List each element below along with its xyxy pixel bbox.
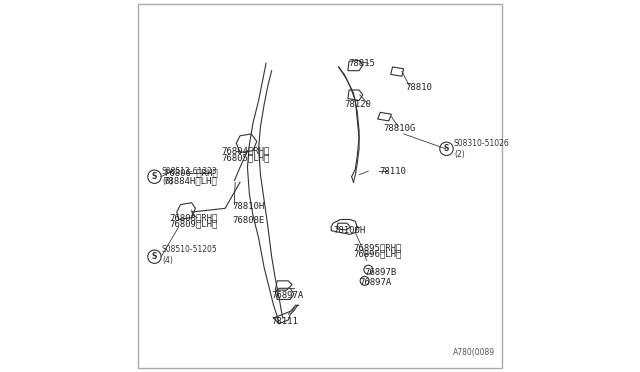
Text: 78100H: 78100H bbox=[333, 226, 365, 235]
Text: 78810G: 78810G bbox=[383, 124, 415, 133]
Text: 78111: 78111 bbox=[271, 317, 298, 326]
Text: 76895〈RH〉: 76895〈RH〉 bbox=[353, 243, 402, 252]
Text: S08510-51205
(4): S08510-51205 (4) bbox=[162, 245, 218, 264]
Text: 76804〈RH〉: 76804〈RH〉 bbox=[221, 146, 270, 155]
Text: 78884H〈LH〉: 78884H〈LH〉 bbox=[164, 176, 218, 185]
Text: 76809〈LH〉: 76809〈LH〉 bbox=[170, 220, 218, 229]
Text: 76897A: 76897A bbox=[271, 291, 303, 300]
Text: S: S bbox=[444, 144, 449, 153]
Text: 78110: 78110 bbox=[380, 167, 406, 176]
Text: S08310-51026
(2): S08310-51026 (2) bbox=[454, 139, 509, 158]
Text: A780(0089: A780(0089 bbox=[452, 348, 495, 357]
Text: 76806 〈RH〉: 76806 〈RH〉 bbox=[164, 169, 218, 177]
Text: 76808E: 76808E bbox=[232, 216, 265, 225]
Text: 76808〈RH〉: 76808〈RH〉 bbox=[170, 213, 218, 222]
Text: 78810H: 78810H bbox=[232, 202, 265, 211]
Text: 78810: 78810 bbox=[406, 83, 433, 92]
Text: 76897B: 76897B bbox=[364, 268, 396, 277]
Text: S: S bbox=[152, 172, 157, 181]
Text: S08513-61323
(6): S08513-61323 (6) bbox=[162, 167, 218, 186]
Text: 76897A: 76897A bbox=[359, 278, 391, 287]
Text: 78120: 78120 bbox=[344, 100, 371, 109]
Text: 78815: 78815 bbox=[348, 59, 375, 68]
Text: 76805〈LH〉: 76805〈LH〉 bbox=[221, 153, 270, 162]
Text: S: S bbox=[152, 252, 157, 261]
Text: 76896〈LH〉: 76896〈LH〉 bbox=[353, 249, 402, 258]
